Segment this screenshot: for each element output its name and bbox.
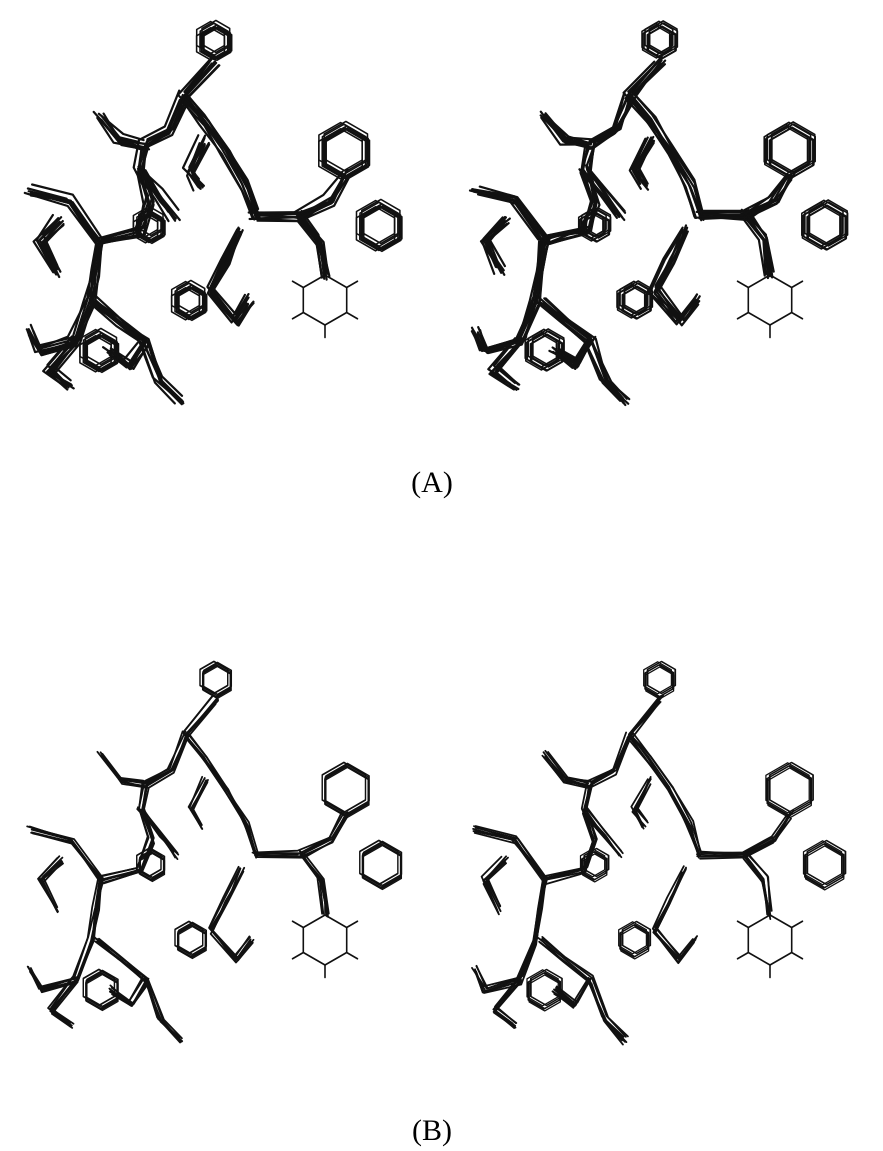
bond (347, 281, 358, 287)
bond (473, 241, 539, 350)
bond (90, 303, 175, 404)
stereo-view (470, 21, 848, 405)
bond (293, 313, 304, 319)
bond (472, 878, 543, 987)
stereo-view (472, 661, 846, 1044)
bond (347, 953, 358, 959)
bond (28, 876, 98, 989)
ring (748, 275, 791, 325)
figure: (A) (B) (0, 0, 883, 1151)
ring (303, 915, 346, 965)
bond (792, 953, 803, 959)
bond (792, 313, 803, 319)
bond (293, 921, 304, 927)
bond (738, 313, 749, 319)
bond (792, 921, 803, 927)
bond (792, 281, 803, 287)
bond (701, 811, 794, 853)
panel-label: (A) (411, 466, 453, 499)
bond (697, 815, 787, 855)
ring (303, 275, 346, 325)
bond (293, 953, 304, 959)
bond (738, 921, 749, 927)
bond (738, 953, 749, 959)
stereo-view (27, 661, 401, 1042)
bond (28, 878, 100, 987)
bond (347, 921, 358, 927)
ring (748, 915, 791, 965)
molecule-views (25, 20, 848, 1044)
panel-label: (B) (412, 1114, 452, 1147)
stereo-view (25, 20, 402, 404)
bond (256, 812, 348, 853)
bond (209, 868, 250, 955)
bond (738, 281, 749, 287)
bond (301, 852, 323, 914)
bond (653, 866, 693, 959)
bond (300, 851, 323, 914)
bond (293, 281, 304, 287)
page: (A) (B) (() => { const data = JSON.parse… (0, 0, 883, 1151)
bond (253, 813, 345, 853)
bond (31, 880, 100, 988)
bond (538, 938, 623, 1037)
bond (249, 173, 342, 213)
bond (347, 313, 358, 319)
bond (254, 811, 342, 855)
